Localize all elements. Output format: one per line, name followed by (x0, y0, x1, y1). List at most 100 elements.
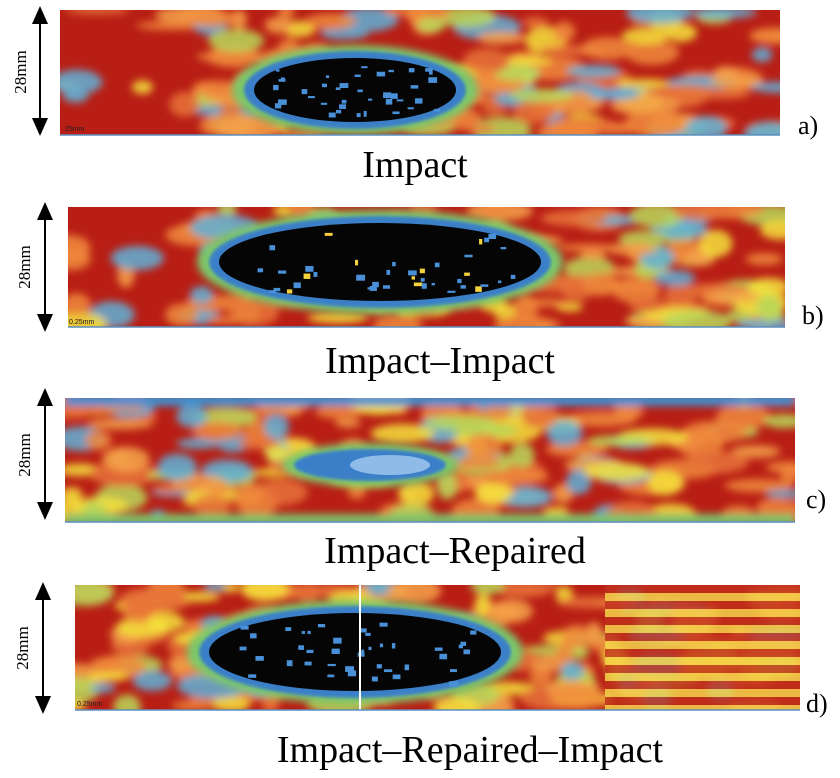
scan-content (51, 0, 807, 147)
texture-blob (477, 32, 526, 45)
texture-blob (348, 486, 366, 500)
damage-speckle (327, 675, 334, 678)
damage-speckle (434, 109, 440, 112)
damage-speckle (479, 239, 482, 244)
texture-blob (65, 6, 130, 15)
texture-blob (475, 482, 512, 503)
damage-speckle (255, 656, 263, 661)
texture-blob (514, 298, 573, 307)
damage-speckle (278, 270, 286, 273)
damage-speckle (357, 113, 361, 117)
texture-blob (203, 581, 226, 590)
damage-speckle (278, 99, 287, 105)
texture-blob (584, 463, 650, 481)
damage-speckle (302, 89, 308, 94)
damage-speckle (412, 276, 415, 279)
damage-speckle (439, 654, 447, 659)
damage-speckle (305, 266, 313, 272)
damage-speckle (480, 284, 488, 287)
texture-blob (236, 483, 265, 506)
damage-speckle (463, 649, 470, 654)
texture-blob (417, 17, 445, 32)
panel-letter: a) (798, 111, 818, 140)
texture-blob (169, 92, 199, 117)
damage-speckle (435, 648, 443, 651)
damage-speckle (415, 98, 422, 103)
dimension-label: 28mm (15, 245, 34, 288)
scan-image (44, 576, 807, 720)
texture-blob (662, 310, 732, 335)
panel-letter: d) (806, 689, 828, 718)
damage-speckle (435, 263, 440, 268)
damage-speckle (501, 247, 507, 249)
stripe (605, 601, 800, 609)
dimension-label: 28mm (15, 433, 34, 476)
texture-blob (691, 7, 757, 19)
damage-speckle (408, 270, 417, 275)
damage-speckle (339, 104, 346, 109)
damage-speckle (386, 99, 392, 105)
texture-blob (499, 589, 549, 597)
stripe (605, 697, 800, 705)
damage-speckle (355, 75, 361, 77)
damage-speckle (326, 75, 329, 78)
texture-blob (47, 235, 90, 261)
texture-blob (566, 65, 621, 78)
damage-speckle (281, 77, 285, 80)
damage-speckle (383, 92, 391, 98)
damage-speckle (250, 633, 257, 638)
damage-speckle (355, 260, 358, 266)
texture-blob (608, 243, 658, 255)
texture-blob (752, 47, 772, 62)
damage-speckle (340, 83, 349, 88)
damage-speckle (377, 72, 386, 77)
texture-blob (482, 106, 508, 115)
damage-speckle (459, 645, 463, 649)
texture-blob (240, 576, 288, 601)
damage-speckle (422, 283, 427, 289)
damage-speckle (332, 649, 340, 654)
texture-blob (111, 246, 164, 270)
damage-speckle (429, 70, 433, 75)
texture-blob (582, 37, 633, 60)
damage-speckle (411, 85, 419, 88)
damage-speckle (368, 99, 372, 101)
damage-speckle (302, 631, 305, 634)
scan-image (49, 386, 813, 530)
damage-speckle (392, 643, 395, 648)
texture-blob (587, 435, 649, 446)
damage-speckle (356, 275, 365, 281)
texture-blob (388, 578, 441, 604)
damage-speckle (364, 111, 367, 117)
damage-speckle (391, 93, 398, 99)
dimension-arrows (40, 14, 45, 706)
texture-blob (462, 125, 495, 134)
texture-blob (278, 2, 294, 18)
texture-blob (756, 295, 782, 322)
scan-content (44, 576, 807, 720)
texture-blob (766, 461, 812, 473)
damage-speckle (420, 269, 425, 274)
texture-blob (373, 315, 422, 336)
texture-blob (384, 5, 407, 15)
texture-blob (655, 270, 696, 286)
damage-speckle (409, 68, 415, 72)
texture-blob (193, 494, 233, 515)
texture-blob (433, 698, 482, 720)
stripe (605, 641, 800, 649)
damage-speckle (294, 282, 301, 288)
damage-speckle (361, 66, 367, 68)
texture-blob (716, 405, 771, 429)
texture-blob (186, 10, 238, 27)
panel-caption: Impact (362, 144, 468, 186)
damage-speckle (432, 283, 435, 285)
scan-content (43, 196, 802, 338)
damage-region (232, 45, 478, 135)
texture-blob (560, 661, 583, 680)
texture-blob (87, 672, 130, 681)
panel-letter: b) (802, 301, 824, 330)
damage-core (350, 455, 430, 475)
panel-caption: Impact–Repaired (324, 530, 586, 572)
damage-speckle (393, 675, 401, 680)
damage-speckle (461, 285, 466, 289)
